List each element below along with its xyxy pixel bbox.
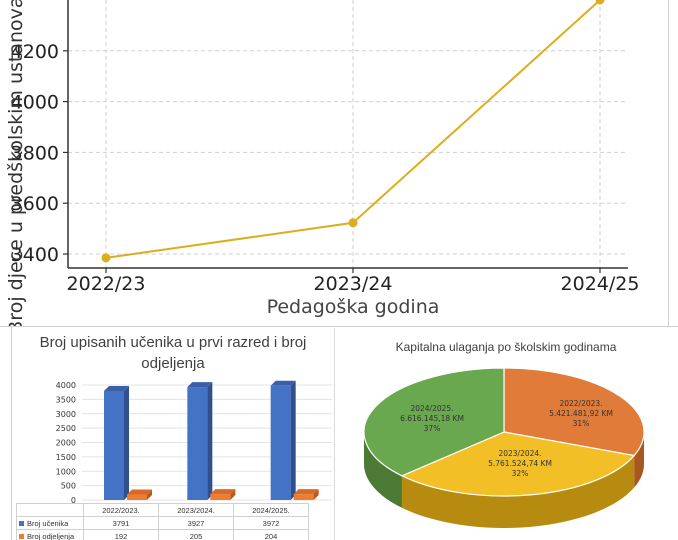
plot-area bbox=[68, 0, 628, 268]
line-chart: 3400 3600 3800 4000 4200 2022/23 2023/24 2024/2… bbox=[5, 0, 640, 326]
pie-slice-amount: 6.616.145,18 KM bbox=[400, 414, 464, 423]
pie-slice-side bbox=[364, 432, 402, 508]
y-tick-label: 500 bbox=[61, 482, 76, 491]
y-tick-label: 4000 bbox=[56, 381, 76, 390]
x-tick-label: 2023/24 bbox=[314, 273, 393, 295]
pie-slice-percent: 32% bbox=[512, 469, 529, 478]
table-row: Broj učenika 3791 3927 3972 bbox=[16, 516, 309, 530]
legend-label: Broj odjeljenja bbox=[27, 531, 75, 540]
pie-chart-title: Kapitalna ulaganja po školskim godinama bbox=[395, 340, 617, 354]
bar-students-side bbox=[124, 386, 129, 500]
bar-classes-top bbox=[127, 489, 152, 495]
bar-classes-side bbox=[230, 489, 236, 500]
pie-slice-amount: 5.421.481,92 KM bbox=[549, 409, 613, 418]
bar-chart-panel: Broj upisanih učenika u prvi razred i br… bbox=[12, 328, 335, 540]
bar-classes bbox=[127, 494, 147, 500]
bar-students-top bbox=[270, 380, 296, 386]
bar-students bbox=[104, 391, 124, 500]
table-category-cell: 2024/2025. bbox=[233, 503, 309, 517]
bar-classes-side bbox=[147, 489, 152, 500]
y-tick-label: 3500 bbox=[56, 395, 76, 404]
table-corner-cell bbox=[16, 503, 84, 517]
legend-entry-students: Broj učenika bbox=[16, 516, 84, 530]
bar-students bbox=[270, 385, 291, 500]
y-tick-label: 2500 bbox=[56, 424, 76, 433]
table-value-cell: 3972 bbox=[233, 516, 309, 530]
table-header-row: 2022/2023. 2023/2024. 2024/2025. bbox=[16, 503, 309, 517]
y-tick-label: 3400 bbox=[11, 244, 59, 266]
y-tick-label: 3600 bbox=[11, 193, 59, 215]
bar-classes-top bbox=[293, 489, 319, 495]
bar-classes bbox=[210, 494, 231, 500]
panel-divider bbox=[668, 0, 669, 326]
bar-students-side bbox=[207, 382, 213, 500]
bar-students bbox=[187, 387, 208, 500]
bar-students-side bbox=[290, 380, 296, 500]
data-point bbox=[348, 218, 358, 228]
legend-swatch bbox=[19, 534, 24, 540]
legend-entry-classes: Broj odjeljenja bbox=[16, 529, 84, 540]
table-row: Broj odjeljenja 192 205 204 bbox=[16, 529, 309, 540]
pie-slice bbox=[363, 367, 505, 477]
data-point bbox=[595, 0, 605, 5]
table-value-cell: 3791 bbox=[83, 516, 159, 530]
pie-slice-side bbox=[401, 455, 635, 528]
pie-slice-label: 2023/2024. bbox=[498, 449, 541, 458]
x-axis-label: Pedagoška godina bbox=[267, 296, 440, 318]
pie-slice-percent: 31% bbox=[573, 419, 590, 428]
y-tick-label: 4200 bbox=[11, 41, 59, 63]
bar-data-table: 2022/2023. 2023/2024. 2024/2025. Broj uč… bbox=[16, 503, 309, 540]
table-value-cell: 204 bbox=[233, 529, 309, 540]
panel-divider bbox=[11, 326, 12, 540]
table-value-cell: 192 bbox=[83, 529, 159, 540]
y-tick-label: 3800 bbox=[11, 142, 59, 164]
table-value-cell: 3927 bbox=[158, 516, 234, 530]
y-axis-label: Broj djece u predškolskim ustanovama bbox=[5, 0, 27, 326]
table-category-cell: 2023/2024. bbox=[158, 503, 234, 517]
y-tick-label: 0 bbox=[71, 496, 76, 505]
table-category-cell: 2022/2023. bbox=[83, 503, 159, 517]
line-chart-panel: 3400 3600 3800 4000 4200 2022/23 2023/24 2024/2… bbox=[0, 0, 678, 327]
pie-slice-label: 2022/2023. bbox=[559, 399, 602, 408]
pie-chart-panel: Kapitalna ulaganja po školskim godinama … bbox=[340, 328, 672, 540]
pie-slice-label: 2024/2025. bbox=[410, 404, 453, 413]
bar-chart-title: Broj upisanih učenika u prvi razred i br… bbox=[39, 334, 307, 372]
legend-label: Broj učenika bbox=[27, 518, 69, 528]
x-tick-label: 2022/23 bbox=[67, 273, 146, 295]
pie-slice bbox=[503, 367, 645, 457]
y-tick-label: 3000 bbox=[56, 410, 76, 419]
bar-classes-side bbox=[313, 489, 319, 500]
y-tick-label: 2000 bbox=[56, 439, 76, 448]
bar-classes bbox=[293, 494, 314, 500]
bar-students-top bbox=[104, 386, 129, 392]
pie-slice-side bbox=[634, 432, 644, 488]
y-tick-label: 1500 bbox=[56, 453, 76, 462]
pie-slice-percent: 37% bbox=[424, 424, 441, 433]
legend-swatch bbox=[19, 521, 24, 527]
x-tick-label: 2024/25 bbox=[561, 273, 640, 295]
bar-students-top bbox=[187, 382, 213, 388]
y-tick-label: 1000 bbox=[56, 467, 76, 476]
data-point bbox=[101, 253, 111, 263]
bar-chart: 0 500 1000 1500 2000 2500 3000 3500 4000 bbox=[56, 380, 332, 505]
bar-classes-top bbox=[210, 489, 236, 495]
table-value-cell: 205 bbox=[158, 529, 234, 540]
y-tick-label: 4000 bbox=[11, 92, 59, 114]
pie-slice bbox=[400, 431, 636, 497]
pie-slice-amount: 5.761.524,74 KM bbox=[488, 459, 552, 468]
